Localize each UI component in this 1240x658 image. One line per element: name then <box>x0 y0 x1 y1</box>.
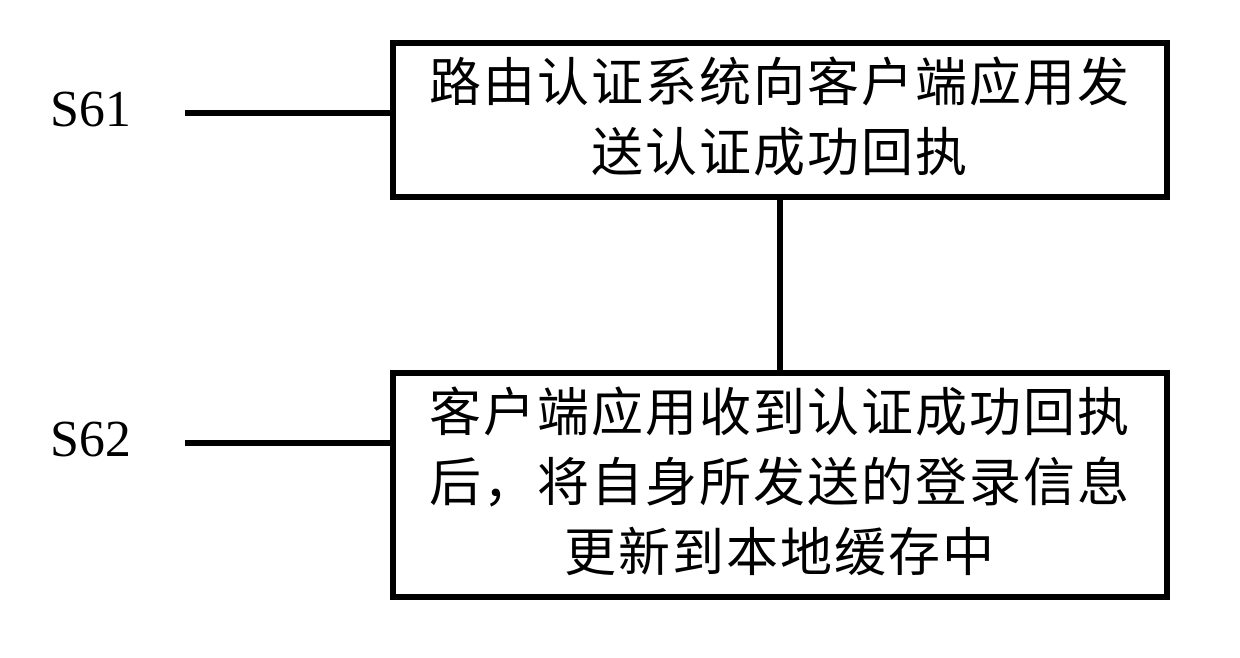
step-label-s62: S62 <box>50 410 131 469</box>
step-text-s61: 路由认证系统向客户端应用发送认证成功回执 <box>416 50 1144 190</box>
flowchart-diagram: S61 路由认证系统向客户端应用发送认证成功回执 S62 客户端应用收到认证成功… <box>50 40 1190 620</box>
step-box-s61: 路由认证系统向客户端应用发送认证成功回执 <box>390 40 1170 200</box>
label-connector-s62 <box>185 440 390 446</box>
step-label-text: S62 <box>50 411 131 468</box>
step-label-s61: S61 <box>50 80 131 139</box>
edge-s61-s62 <box>777 200 783 370</box>
label-connector-s61 <box>185 110 390 116</box>
step-text-s62: 客户端应用收到认证成功回执后，将自身所发送的登录信息更新到本地缓存中 <box>416 380 1144 591</box>
step-label-text: S61 <box>50 81 131 138</box>
step-box-s62: 客户端应用收到认证成功回执后，将自身所发送的登录信息更新到本地缓存中 <box>390 370 1170 600</box>
